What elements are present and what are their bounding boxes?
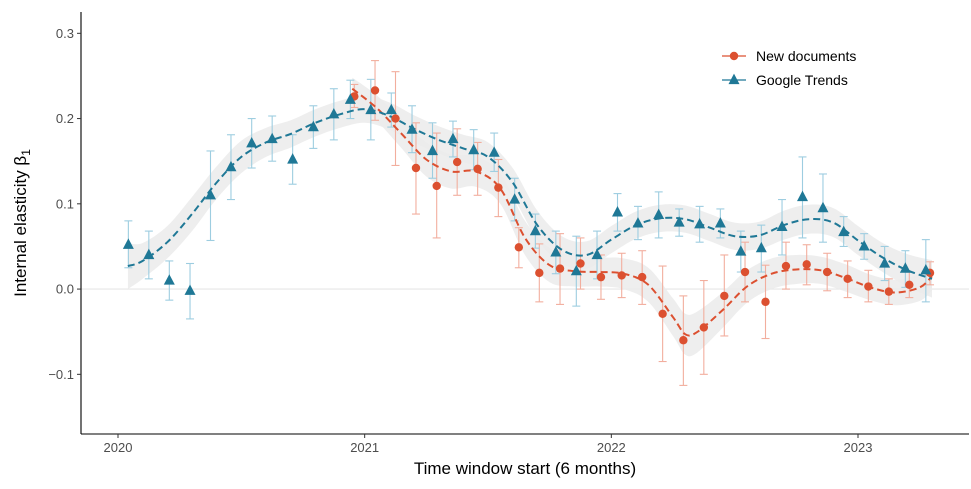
y-axis-ticks: −0.1 0.0 0.1 0.2 0.3 [48, 26, 81, 382]
google-trends-point [122, 238, 134, 249]
google-trends-point [225, 160, 237, 172]
google-trends-point [163, 274, 175, 285]
new-documents-point [494, 183, 503, 192]
new-documents-point [637, 272, 647, 282]
google-trends-trend-line [127, 108, 933, 280]
new-documents-point [370, 86, 380, 95]
google-trends-point [344, 93, 356, 104]
google-trends-point [365, 103, 377, 115]
google-trends-point [591, 248, 603, 260]
google-trends-point [509, 193, 521, 204]
new-documents-legend-label: New documents [756, 48, 856, 64]
google-trends-point [447, 132, 459, 144]
y-tick-label: 0.1 [56, 196, 74, 211]
google-trends-point [550, 246, 562, 257]
new-documents-point [617, 271, 626, 280]
google-trends-point [287, 153, 299, 164]
google-trends-point [612, 206, 623, 217]
google-trends-point [776, 220, 788, 231]
google-trends-point [755, 241, 767, 253]
new-documents-point [905, 280, 914, 290]
new-documents-point [391, 114, 400, 123]
x-tick-label: 2021 [350, 440, 379, 455]
new-documents-point [802, 260, 811, 269]
new-documents-point [432, 181, 441, 191]
google-trends-point [632, 217, 644, 228]
new-documents-point [535, 268, 544, 278]
new-documents-point [781, 261, 791, 271]
google-trends-point [797, 190, 808, 202]
new-documents-point [555, 264, 565, 273]
google-trends-point [184, 284, 196, 295]
new-documents-point [720, 291, 729, 301]
x-tick-label: 2023 [844, 440, 873, 455]
google-trends-point [858, 240, 870, 251]
google-trends-point [817, 201, 829, 213]
new-documents-point [761, 297, 770, 307]
y-axis-title-subscript: 1 [19, 149, 33, 156]
trend-lines [127, 87, 933, 337]
google-trends-point [488, 146, 500, 157]
new-documents-point [514, 243, 524, 252]
google-trends-point [673, 216, 685, 227]
axes: −0.1 0.0 0.1 0.2 0.3 2020 2021 2022 2023 [48, 12, 969, 455]
data-markers [122, 86, 935, 345]
google-trends-point [266, 132, 278, 144]
new-documents-point [452, 157, 462, 167]
plot-area [81, 60, 969, 386]
google-trends-point [714, 217, 726, 228]
y-tick-label: 0.2 [56, 111, 74, 126]
new-documents-point [596, 272, 606, 282]
y-tick-label: 0.3 [56, 26, 74, 41]
x-tick-label: 2022 [597, 440, 626, 455]
y-axis-title-main: Internal elasticity β [11, 156, 30, 297]
new-documents-point [843, 274, 852, 284]
y-axis-title: Internal elasticity β1 [11, 149, 33, 297]
google-trends-point [920, 263, 932, 275]
google-trends-point [205, 188, 216, 200]
google-trends-legend-marker [728, 73, 740, 85]
new-documents-point [411, 163, 421, 173]
google-trends-point [468, 143, 480, 155]
google-trends-point [694, 217, 706, 229]
x-axis-ticks: 2020 2021 2022 2023 [104, 434, 873, 455]
google-trends-point [653, 208, 665, 220]
legend: New documents Google Trends [722, 48, 856, 88]
new-documents-trend-line [351, 87, 933, 337]
google-trends-point [529, 224, 541, 236]
new-documents-point [658, 309, 667, 318]
google-trends-point [427, 144, 438, 156]
new-documents-point [576, 259, 585, 268]
google-trends-point [143, 248, 155, 260]
y-tick-label: −0.1 [48, 367, 74, 382]
google-trends-point [879, 257, 891, 268]
new-documents-point [473, 164, 482, 174]
google-trends-point [385, 103, 397, 115]
new-documents-point [699, 323, 709, 332]
x-tick-label: 2020 [104, 440, 133, 455]
google-trends-legend-label: Google Trends [756, 72, 848, 88]
google-trends-ribbon [127, 95, 932, 298]
google-trends-point [838, 225, 850, 237]
new-documents-point [864, 282, 873, 291]
y-tick-label: 0.0 [56, 282, 74, 297]
google-trends-point [246, 136, 258, 148]
google-trends-point [406, 123, 418, 134]
new-documents-point [740, 267, 750, 277]
google-trends-point [328, 107, 340, 119]
google-trends-point [735, 245, 747, 256]
x-axis-title: Time window start (6 months) [414, 459, 636, 478]
google-trends-point [899, 262, 911, 273]
new-documents-point [822, 267, 832, 277]
confidence-ribbons [127, 77, 932, 357]
google-trends-point [307, 120, 319, 132]
new-documents-legend-marker [729, 51, 739, 61]
google-trends-point [570, 264, 582, 276]
new-documents-point [884, 287, 894, 296]
new-documents-point [679, 336, 688, 345]
